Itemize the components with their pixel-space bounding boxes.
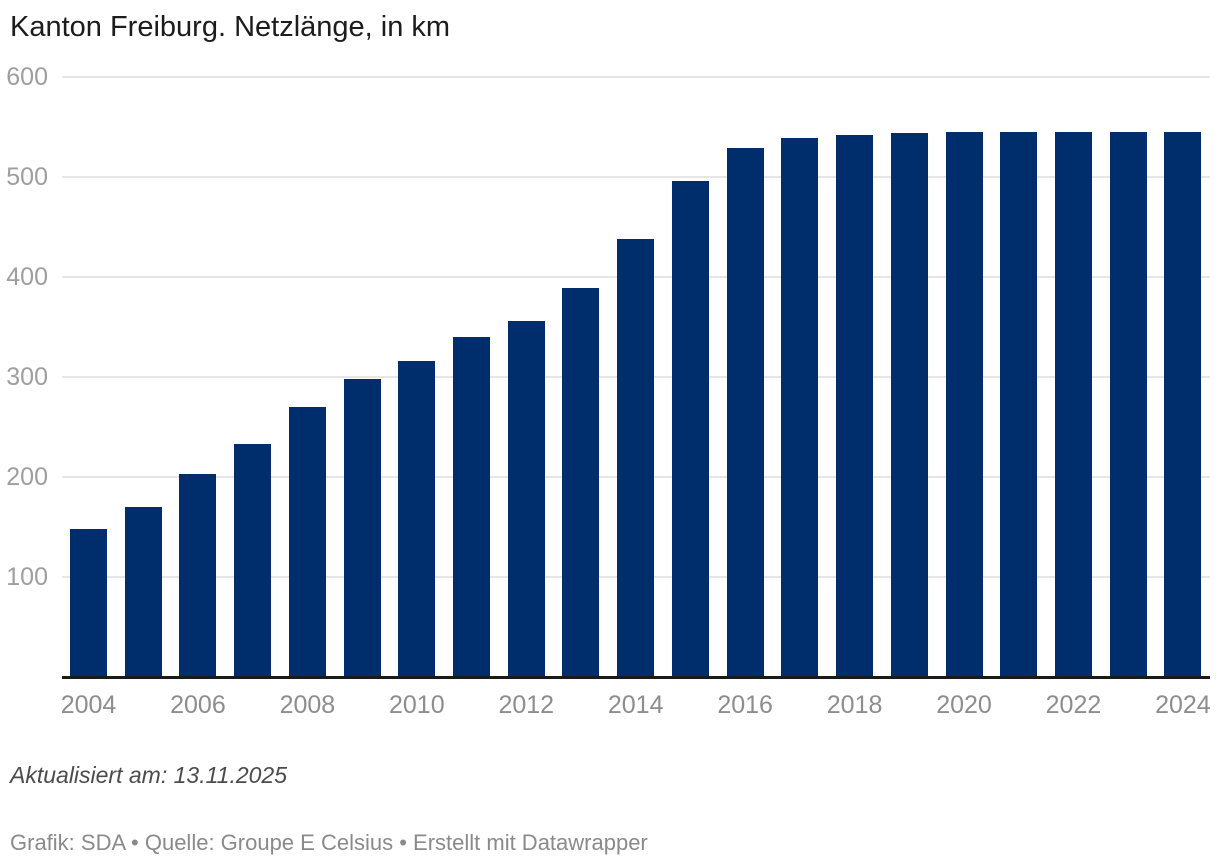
bar-2013 bbox=[562, 288, 600, 677]
bar-2010 bbox=[398, 361, 436, 677]
y-axis-label-600: 600 bbox=[6, 63, 48, 91]
bar-2008 bbox=[288, 407, 326, 677]
bar-2019 bbox=[890, 133, 928, 677]
x-axis-label-2010: 2010 bbox=[389, 691, 445, 719]
x-axis-label-2006: 2006 bbox=[170, 691, 226, 719]
y-axis-label-100: 100 bbox=[6, 563, 48, 591]
x-axis-label-2008: 2008 bbox=[279, 691, 336, 719]
byline: Grafik: SDA • Quelle: Groupe E Celsius •… bbox=[10, 829, 648, 857]
y-axis-label-300: 300 bbox=[6, 363, 48, 391]
x-axis-label-2014: 2014 bbox=[607, 691, 664, 719]
y-axis-label-200: 200 bbox=[6, 463, 48, 491]
bar-2009 bbox=[343, 379, 381, 677]
bar-2011 bbox=[453, 337, 491, 677]
x-axis-label-2016: 2016 bbox=[717, 691, 773, 719]
gridline-600 bbox=[62, 76, 1210, 78]
byline-source-text: Grafik: SDA • Quelle: Groupe E Celsius • bbox=[10, 830, 414, 855]
y-axis-label-400: 400 bbox=[6, 263, 48, 291]
bar-2017 bbox=[781, 138, 819, 677]
x-axis-label-2024: 2024 bbox=[1155, 691, 1211, 719]
y-axis-label-500: 500 bbox=[6, 163, 48, 191]
x-axis-label-2012: 2012 bbox=[498, 691, 555, 719]
bar-2016 bbox=[726, 148, 764, 677]
bar-2015 bbox=[671, 181, 709, 677]
x-axis-label-2004: 2004 bbox=[60, 691, 117, 719]
x-axis-baseline bbox=[62, 676, 1210, 679]
bar-2006 bbox=[179, 474, 217, 677]
bar-2023 bbox=[1109, 132, 1147, 677]
bar-2012 bbox=[507, 321, 545, 677]
bar-2007 bbox=[234, 444, 272, 677]
gridline-500 bbox=[62, 176, 1210, 178]
plot-area: 100 200 300 400 500 600 2004 2006 2008 2010 2012 20… bbox=[6, 63, 1211, 719]
datawrapper-credit-link[interactable]: Erstellt mit Datawrapper bbox=[413, 830, 648, 855]
updated-note: Aktualisiert am: 13.11.2025 bbox=[10, 762, 288, 788]
x-axis-label-2020: 2020 bbox=[936, 691, 992, 719]
chart-title: Kanton Freiburg. Netzlänge, in km bbox=[10, 11, 451, 43]
bar-2022 bbox=[1054, 132, 1092, 677]
bar-2004 bbox=[70, 529, 107, 677]
bar-2018 bbox=[836, 135, 874, 677]
bar-2024 bbox=[1164, 132, 1202, 677]
bar-2021 bbox=[1000, 132, 1038, 677]
x-axis-label-2022: 2022 bbox=[1045, 691, 1102, 719]
bar-2020 bbox=[945, 132, 983, 677]
x-axis-label-2018: 2018 bbox=[826, 691, 883, 719]
bar-2005 bbox=[124, 507, 162, 677]
bar-2014 bbox=[617, 239, 655, 677]
